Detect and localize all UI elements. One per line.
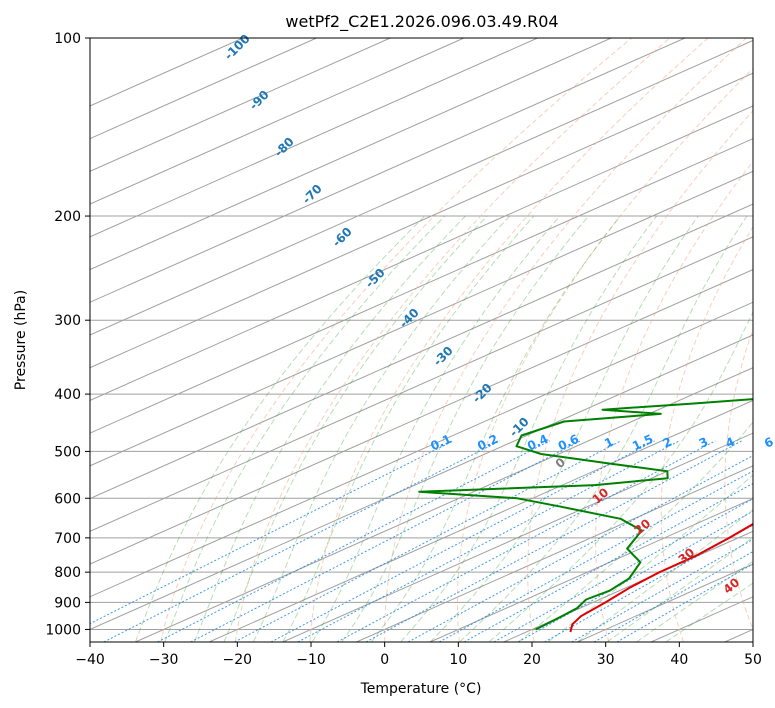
moist-adiabat-line: [164, 215, 446, 642]
x-tick-label: −20: [223, 652, 253, 668]
axis-ticks: −40 −30 −20 −10 0 10 20 30 40 50 1000 900 800 700 600 5…: [45, 31, 762, 668]
y-tick-label: 700: [54, 531, 81, 547]
isotherm-line: [90, 39, 753, 336]
isotherm-line: [503, 530, 753, 642]
y-tick-label: 900: [54, 595, 81, 611]
mixing-ratio-line: [493, 498, 753, 642]
moist-adiabat-line: [400, 215, 657, 642]
y-tick-label: 200: [54, 209, 81, 225]
isotherm-line: [90, 203, 753, 500]
isotherm-line: [90, 268, 753, 565]
moist-adiabat-line: [429, 215, 699, 642]
moist-adiabat-line: [518, 421, 753, 642]
y-tick-label: 500: [54, 444, 81, 460]
moist-adiabat-line: [135, 215, 426, 642]
isotherm-line: [90, 38, 538, 238]
mixing-ratio-line: [157, 440, 551, 642]
mixing-ratio-line: [234, 440, 622, 642]
moist-adiabat-line: [193, 215, 466, 642]
y-tick-label: 800: [54, 565, 81, 581]
isotherm-line: [208, 399, 753, 642]
mixing-ratio-line: [463, 482, 753, 642]
y-tick-label: 600: [54, 491, 81, 507]
isotherm-line: [90, 334, 753, 631]
isotherm-line: [90, 38, 391, 172]
isotherm-line: [90, 38, 612, 271]
series-lines: [418, 398, 753, 633]
isotherm-line: [90, 72, 753, 369]
mixing-ratio-line: [336, 440, 716, 642]
y-tick-label: 300: [54, 313, 81, 329]
moist-adiabat-line: [341, 215, 589, 642]
x-tick-label: 40: [670, 652, 688, 668]
mixing-ratio-line: [190, 440, 581, 642]
isotherm-line: [90, 38, 465, 205]
isotherm-line: [356, 465, 753, 642]
temperature-profile-line: [569, 522, 753, 633]
dry-adiabat-line: [160, 38, 633, 642]
dewpoint-profile-line: [418, 398, 753, 631]
y-axis-label: Pressure (hPa): [13, 290, 29, 390]
x-tick-label: 0: [380, 652, 389, 668]
isotherm-line: [90, 170, 753, 467]
moist-adiabat-line: [606, 536, 753, 642]
moist-adiabat-line: [282, 215, 535, 642]
moist-adiabat-line: [370, 215, 621, 642]
isotherm-line: [90, 38, 686, 303]
plot-frame: [89, 37, 754, 643]
dry-adiabat-line: [724, 327, 753, 631]
x-tick-label: 20: [523, 652, 541, 668]
mixing-ratio-line: [439, 470, 753, 642]
mixing-ratio-line: [90, 440, 454, 625]
isotherm-line: [429, 498, 753, 642]
moist-adiabat-line: [459, 215, 748, 642]
moist-adiabat-line: [636, 560, 753, 642]
isotherm-line: [90, 105, 753, 401]
mixing-ratio-line: [365, 440, 742, 642]
y-tick-label: 400: [54, 387, 81, 403]
background-lines: [90, 38, 753, 642]
dry-adiabat-line: [456, 67, 753, 642]
moist-adiabat-line: [665, 582, 753, 642]
chart-title: wetPf2_C2E1.2026.096.03.49.R04: [285, 12, 558, 32]
isotherm-line: [135, 367, 753, 642]
x-tick-label: −10: [296, 652, 326, 668]
x-axis-label: Temperature (°C): [360, 681, 482, 697]
x-tick-label: 50: [744, 652, 762, 668]
isotherm-line: [282, 432, 753, 642]
x-tick-label: −40: [75, 652, 105, 668]
dry-adiabat-line: [527, 110, 753, 642]
x-tick-label: 10: [449, 652, 467, 668]
y-tick-label: 100: [54, 31, 81, 47]
dry-adiabat-line: [384, 38, 747, 642]
moist-adiabat-line: [223, 215, 488, 642]
mixing-ratio-line: [571, 538, 753, 642]
dry-adiabat-line: [234, 38, 671, 642]
x-tick-label: 30: [597, 652, 615, 668]
isotherm-line: [90, 301, 753, 598]
mixing-ratio-line: [407, 455, 753, 642]
moist-adiabat-line: [311, 215, 561, 642]
mixing-ratio-line: [103, 440, 501, 642]
y-tick-label: 1000: [45, 622, 81, 638]
isotherm-line: [90, 236, 753, 532]
x-tick-label: −30: [149, 652, 179, 668]
mixing-ratio-line: [270, 440, 655, 642]
dry-adiabat-line: [309, 38, 709, 642]
moist-adiabat-line: [252, 215, 510, 642]
